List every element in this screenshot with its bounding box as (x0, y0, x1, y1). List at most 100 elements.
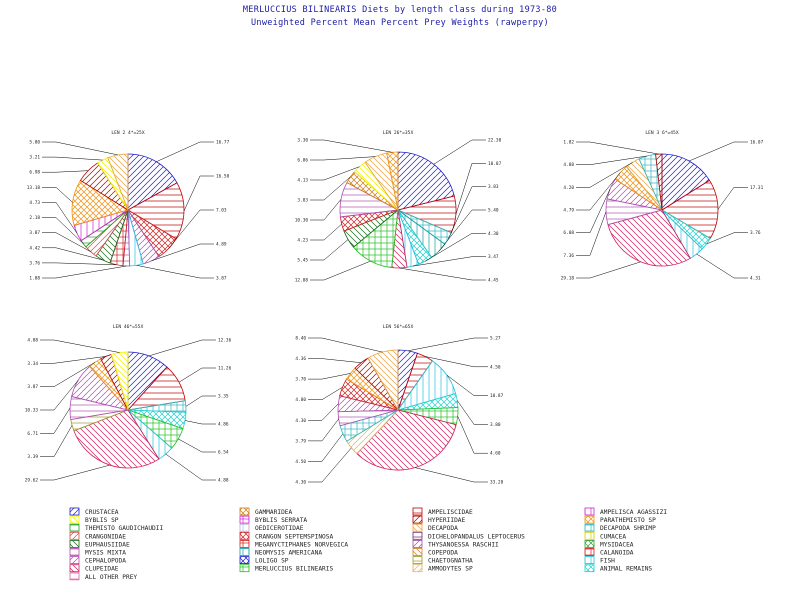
slice-value-label: 6.08 (563, 230, 574, 236)
leader-line (576, 162, 633, 188)
legend-label: CRUSTACEA (85, 509, 119, 516)
slice-value-label: 1.82 (563, 140, 574, 146)
legend-item: CLUPEIDAE (69, 564, 119, 573)
legend-label: CRANGON SEPTEMSPINOSA (255, 533, 334, 540)
legend-swatch (239, 507, 250, 516)
slice-value-label: 4.13 (297, 178, 308, 184)
slice-value-label: 29.62 (25, 478, 39, 484)
slice-value-label: 2.18 (29, 215, 40, 221)
legend-label: HYPERIIDAE (428, 517, 466, 524)
leader-line (42, 187, 73, 203)
slice-value-label: 6.86 (297, 158, 308, 164)
legend-label: OEDICEROTIDAE (255, 525, 304, 532)
leader-line (576, 211, 607, 256)
legend-swatch (69, 515, 80, 524)
pie-4: LEN 46*=55X 12.36 11.26 3.35 4.86 6.54 4.88 4.8… (25, 324, 232, 484)
legend-item: DECAPODA SHRIMP (584, 523, 656, 532)
legend-item: MERLUCCIUS BILINEARIS (239, 564, 334, 573)
slice-value-label: 4.23 (297, 238, 308, 244)
legend-item: GAMMARIDEA (239, 507, 293, 516)
slice-value-label: 4.30 (488, 231, 499, 237)
leader-line (446, 375, 488, 396)
legend-swatch (584, 507, 595, 516)
legend-item: CRANGON SEPTEMSPINOSA (239, 531, 334, 540)
legend-item: DECAPODA (412, 523, 458, 532)
legend-item: AMMODYTES SP (412, 564, 473, 573)
leader-line (42, 262, 117, 266)
legend-swatch (239, 556, 250, 564)
leader-line (576, 188, 611, 233)
leader-line (40, 425, 73, 457)
legend-swatch (412, 515, 423, 524)
leader-line (42, 217, 84, 244)
legend-swatch (412, 507, 423, 516)
slice-value-label: 6.98 (29, 170, 40, 176)
pie-slice (127, 182, 185, 240)
legend-item: COPEPODA (412, 548, 458, 557)
legend-label: CUMACEA (600, 533, 626, 540)
legend-item: ALL OTHER PREY (69, 572, 137, 581)
slice-value-label: 5.27 (490, 336, 501, 342)
slice-value-label: 3.80 (490, 422, 501, 428)
slice-value-label: 4.20 (563, 185, 574, 191)
leader-line (706, 232, 748, 245)
legend-item: ANIMAL REMAINS (584, 564, 652, 573)
legend-label: CRANGONIDAE (85, 533, 126, 540)
slice-value-label: 12.88 (295, 278, 309, 284)
legend-swatch (412, 531, 423, 540)
legend-label: THEMISTO GAUDICHAUDII (85, 525, 164, 532)
pie-slice (661, 179, 719, 239)
legend-label: LOLIGO SP (255, 558, 289, 565)
leader-line (448, 186, 486, 239)
pie-3: LEN 3 6*=45X 16.07 17.31 3.76 4.31 1.82 4.88 4.… (561, 130, 764, 282)
leader-line (185, 395, 216, 407)
legend-label: MYSIS MIXTA (85, 550, 126, 557)
leader-line (455, 163, 486, 215)
leader-line (42, 202, 78, 234)
chart-title: MERLUCCIUS BILINEARIS Diets by length cl… (242, 5, 558, 15)
leader-line (42, 141, 118, 156)
slice-value-label: 4.60 (490, 451, 501, 457)
legend-label: GAMMARIDEA (255, 509, 293, 516)
leader-line (425, 356, 488, 368)
pie-title: LEN 3 6*=45X (645, 130, 678, 136)
slice-value-label: 4.86 (218, 422, 229, 428)
leader-line (310, 176, 351, 201)
leader-line (689, 141, 748, 162)
legend-label: COPEPODA (428, 550, 458, 557)
legend-item: CHAETOGNATHA (412, 556, 473, 565)
legend-item: AMPELISCIDAE (412, 507, 473, 516)
legend-label: ALL OTHER PREY (85, 574, 137, 581)
slice-value-label: 4.88 (563, 162, 574, 168)
legend-swatch (584, 540, 595, 548)
legend-swatch (584, 548, 595, 556)
legend-item: MEGANYCTIPHANES NORVEGICA (239, 540, 348, 548)
slice-value-label: 10.33 (25, 408, 39, 414)
leader-line (310, 199, 342, 221)
pie-slice (386, 151, 399, 211)
legend-label: AMMODYTES SP (428, 566, 473, 573)
legend-item: CRUSTACEA (69, 507, 119, 516)
legend-label: DICHELOPANDALUS LEPTOCERUS (428, 533, 525, 540)
pie-title: LEN 2 4*=25X (111, 130, 144, 136)
slice-value-label: 3.70 (295, 377, 306, 383)
pie-slice (367, 349, 399, 412)
leader-line (407, 337, 488, 352)
legend-item: CUMACEA (584, 531, 626, 540)
slice-value-label: 3.87 (216, 276, 227, 282)
pie-title: LEN 56*=65X (383, 324, 414, 330)
leader-line (308, 358, 362, 363)
pie-slice (397, 151, 455, 211)
pie-slice (73, 409, 160, 469)
legend-swatch (412, 556, 423, 564)
pie-title: LEN 26*=35X (383, 130, 414, 136)
legend-swatch (412, 540, 423, 548)
legend-item: MYSIS MIXTA (69, 548, 126, 557)
slice-value-label: 3.30 (297, 138, 308, 144)
leader-line (456, 400, 488, 425)
pie-1: LEN 2 4*=25X 16.77 16.50 7.03 4.89 3.87 5.80 3.… (27, 130, 230, 282)
legend-swatch (239, 523, 250, 532)
leader-line (310, 260, 371, 281)
slice-value-label: 4.36 (295, 356, 306, 362)
legend-item: PARATHEMISTO SP (584, 515, 656, 524)
